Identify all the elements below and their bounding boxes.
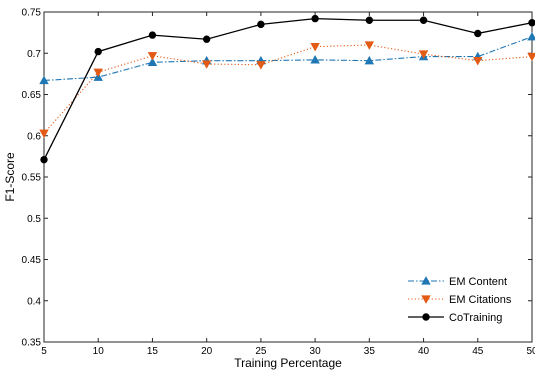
data-point xyxy=(527,52,535,62)
y-tick-label: 0.5 xyxy=(27,214,41,225)
data-point xyxy=(201,60,212,69)
x-tick-label: 30 xyxy=(310,346,322,357)
data-point xyxy=(364,41,375,50)
series-em-citations xyxy=(39,41,535,139)
data-point xyxy=(474,29,482,38)
data-point xyxy=(473,57,483,66)
series-line xyxy=(43,44,533,134)
y-tick-label: 0.55 xyxy=(22,173,42,184)
data-point xyxy=(364,55,375,65)
x-tick-label: 25 xyxy=(255,346,267,357)
data-point xyxy=(147,52,158,61)
series-line xyxy=(43,36,533,82)
y-tick-label: 0.65 xyxy=(22,90,42,101)
y-tick-label: 0.75 xyxy=(22,8,42,19)
legend-marker xyxy=(422,313,430,321)
x-tick-label: 35 xyxy=(364,346,376,357)
data-point xyxy=(310,55,320,64)
data-point xyxy=(419,16,428,24)
y-axis-label: F1-Score xyxy=(3,152,17,202)
y-axis: 0.35 0.4 0.45 0.5 0.55 0.6 0.65 0.7 0.75 xyxy=(22,8,532,349)
data-point xyxy=(202,35,211,43)
x-tick-label: 45 xyxy=(472,346,484,357)
data-point xyxy=(257,20,265,29)
data-point xyxy=(147,57,158,66)
y-tick-label: 0.7 xyxy=(27,49,41,60)
y-tick-label: 0.4 xyxy=(27,296,41,307)
series-cotraining xyxy=(40,14,535,164)
x-tick-label: 40 xyxy=(418,346,430,357)
x-axis-label: Training Percentage xyxy=(234,356,342,370)
x-axis: 5 10 15 20 25 30 35 40 45 50 xyxy=(41,12,535,357)
data-point xyxy=(94,47,102,56)
x-tick-label: 15 xyxy=(147,346,159,357)
data-point xyxy=(93,68,103,78)
x-tick-label: 50 xyxy=(526,346,535,357)
data-point xyxy=(418,50,429,59)
y-tick-label: 0.35 xyxy=(22,338,42,349)
data-point xyxy=(527,31,535,41)
legend-label: CoTraining xyxy=(449,312,502,324)
x-tick-label: 20 xyxy=(201,346,213,357)
data-point xyxy=(528,19,535,27)
y-tick-label: 0.6 xyxy=(27,131,41,142)
data-point xyxy=(39,129,49,139)
data-point xyxy=(311,14,319,23)
legend-label: EM Content xyxy=(449,276,507,288)
legend-marker xyxy=(421,276,431,285)
x-tick-label: 10 xyxy=(93,346,105,357)
data-point xyxy=(39,75,49,85)
data-point xyxy=(40,155,48,164)
series-line xyxy=(43,17,533,160)
legend: EM Content EM Citations CoTraining xyxy=(401,269,527,329)
y-tick-label: 0.45 xyxy=(22,255,42,266)
data-point xyxy=(256,61,266,70)
series-layer xyxy=(39,14,535,164)
x-tick-label: 5 xyxy=(41,346,47,357)
data-point xyxy=(310,42,320,52)
data-point xyxy=(148,31,157,39)
data-point xyxy=(365,16,374,24)
legend-marker xyxy=(421,295,431,304)
legend-label: EM Citations xyxy=(449,294,512,306)
